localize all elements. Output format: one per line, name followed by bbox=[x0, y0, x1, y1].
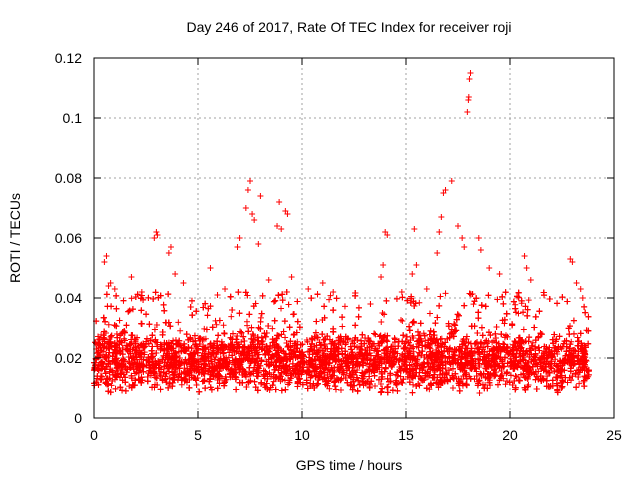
data-point bbox=[415, 344, 422, 351]
data-point bbox=[108, 382, 115, 389]
data-point bbox=[377, 380, 384, 387]
data-point bbox=[416, 299, 423, 306]
data-point bbox=[513, 373, 520, 380]
data-point bbox=[105, 321, 112, 328]
data-point bbox=[442, 290, 449, 297]
data-point bbox=[201, 325, 208, 332]
data-point bbox=[378, 319, 385, 326]
data-point bbox=[580, 378, 587, 385]
data-point bbox=[228, 313, 235, 320]
data-points bbox=[91, 70, 592, 396]
chart-title: Day 246 of 2017, Rate Of TEC Index for r… bbox=[186, 19, 511, 35]
data-point bbox=[529, 339, 536, 346]
data-point bbox=[270, 378, 277, 385]
data-point bbox=[422, 337, 429, 344]
data-point bbox=[339, 323, 346, 330]
data-point bbox=[326, 385, 333, 392]
data-point bbox=[243, 318, 250, 325]
data-point bbox=[269, 325, 276, 332]
data-point bbox=[213, 321, 220, 328]
data-point bbox=[520, 326, 527, 333]
data-point bbox=[96, 336, 103, 343]
data-point bbox=[525, 297, 532, 304]
data-point bbox=[126, 383, 133, 390]
data-point bbox=[576, 380, 583, 387]
data-point bbox=[128, 295, 135, 302]
data-point bbox=[397, 373, 404, 380]
data-point bbox=[326, 296, 333, 303]
data-point bbox=[226, 349, 233, 356]
data-point bbox=[502, 381, 509, 388]
data-point bbox=[177, 327, 184, 334]
data-point bbox=[410, 381, 417, 388]
data-point bbox=[420, 330, 427, 337]
data-point bbox=[327, 292, 334, 299]
data-point bbox=[399, 317, 406, 324]
data-point bbox=[175, 319, 182, 326]
data-point bbox=[220, 322, 227, 329]
data-point bbox=[372, 331, 379, 338]
data-point bbox=[426, 386, 433, 393]
data-point bbox=[470, 301, 477, 308]
data-point bbox=[341, 303, 348, 310]
